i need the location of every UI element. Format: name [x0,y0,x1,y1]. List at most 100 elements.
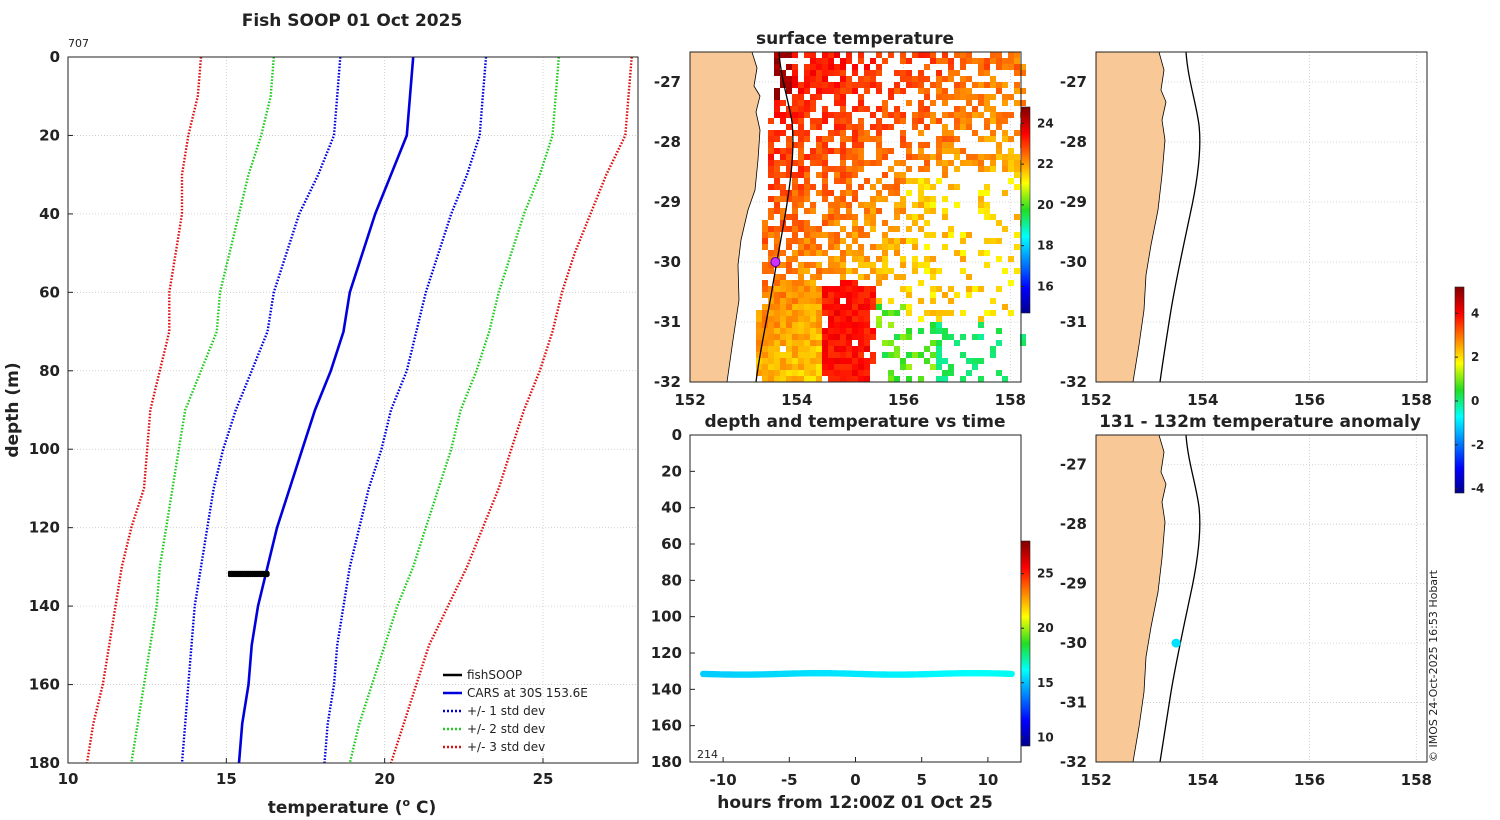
blankmap-y-tick-label: -29 [1060,193,1087,211]
sst-cell [930,154,936,160]
sst-cell [852,238,858,244]
sst-cell [852,220,858,226]
sst-cell [1008,154,1014,160]
sst-cell [1008,52,1014,58]
sst-cell [996,142,1002,148]
sst-y-ticks: -27 -28 -29 -30 -31 -32 [654,73,681,391]
sst-cell [1008,148,1014,154]
sst-cell [804,64,810,70]
sst-cell [960,94,966,100]
sst-cell [816,310,822,316]
profile-y-tick-label: 60 [39,283,60,301]
depthtime-y-tick-label: 160 [651,717,682,735]
sst-cell [924,178,930,184]
sst-cell [978,316,984,322]
sst-cell [948,130,954,136]
sst-cell [906,154,912,160]
sst-cell [774,178,780,184]
sst-cell [864,214,870,220]
sst-cell [864,304,870,310]
sst-cell [840,94,846,100]
sst-cell [798,94,804,100]
sst-cell [948,112,954,118]
sst-cell [990,76,996,82]
anomaly-x-tick-label: 156 [1294,771,1325,789]
sst-cell [960,118,966,124]
sst-cell [936,82,942,88]
sst-cell [990,214,996,220]
sst-cell [882,124,888,130]
sst-cell [804,328,810,334]
sst-cell [834,172,840,178]
sst-cell [852,154,858,160]
sst-cell [960,238,966,244]
sst-cell [864,334,870,340]
sst-cell [768,340,774,346]
sst-cell [876,136,882,142]
sst-cell [798,166,804,172]
sst-cell [870,76,876,82]
sst-cell [768,130,774,136]
sst-cell [936,58,942,64]
sst-cell [864,232,870,238]
sst-cell [1014,52,1020,58]
sst-cell [762,304,768,310]
sst-cell [804,76,810,82]
sst-cell [780,190,786,196]
sst-cell [978,196,984,202]
sst-cell [1014,130,1020,136]
sst-cell [834,340,840,346]
sst-cell [810,250,816,256]
sst-cell [798,316,804,322]
sst-cell [882,154,888,160]
sst-cell [984,136,990,142]
sst-cell [798,268,804,274]
sst-cell [786,352,792,358]
sst-cell [846,52,852,58]
sst-cell [846,358,852,364]
sst-cell [1002,226,1008,232]
sst-cell [780,118,786,124]
sst-cell [852,280,858,286]
sst-cell [810,208,816,214]
sst-cell [798,346,804,352]
sst-y-tick-label: -28 [654,133,681,151]
sst-cell [774,244,780,250]
sst-cell [906,364,912,370]
sst-cell [786,268,792,274]
sst-cell [840,316,846,322]
sst-cell [882,256,888,262]
sst-cell [834,130,840,136]
profile-x-label: temperature (o C) [268,796,437,818]
sst-cell [768,232,774,238]
sst-cell [774,52,780,58]
sst-cell [792,94,798,100]
sst-cell [792,52,798,58]
sst-cell [990,136,996,142]
sst-cell [810,322,816,328]
sst-cell [828,352,834,358]
sst-cell [780,148,786,154]
sst-cell [792,214,798,220]
sst-cell [822,166,828,172]
sst-cell [900,364,906,370]
sst-cell [900,358,906,364]
anomaly-x-tick-label: 154 [1187,771,1218,789]
sst-cell [906,292,912,298]
depthtime-y-tick-label: 180 [651,753,682,771]
sst-cell [888,310,894,316]
sst-cell [876,304,882,310]
sst-cell [1014,70,1020,76]
sst-cell [858,58,864,64]
sst-cell [780,352,786,358]
sst-cell [996,82,1002,88]
sst-cell [954,118,960,124]
sst-cell [918,154,924,160]
sst-cell [1020,88,1026,94]
sst-y-tick-label: -30 [654,253,681,271]
sst-cell [774,112,780,118]
sst-cell [774,238,780,244]
anomaly-title: 131 - 132m temperature anomaly [1099,412,1421,432]
sst-cell [798,340,804,346]
sst-cell [774,130,780,136]
